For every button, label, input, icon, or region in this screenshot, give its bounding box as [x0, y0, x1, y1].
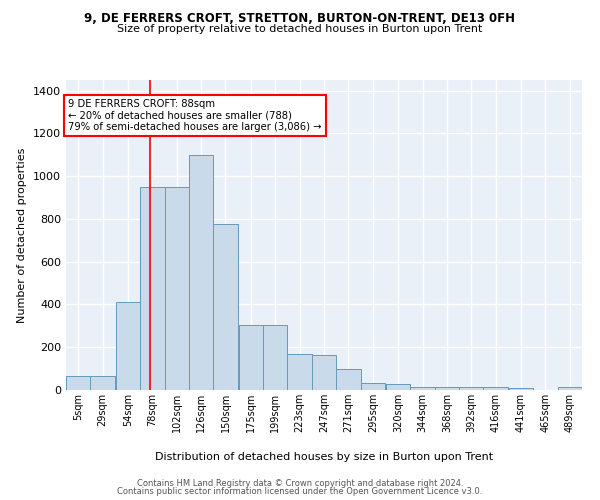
Bar — [361, 382, 385, 390]
Bar — [509, 388, 533, 390]
Text: Distribution of detached houses by size in Burton upon Trent: Distribution of detached houses by size … — [155, 452, 493, 462]
Text: Size of property relative to detached houses in Burton upon Trent: Size of property relative to detached ho… — [118, 24, 482, 34]
Text: 9 DE FERRERS CROFT: 88sqm
← 20% of detached houses are smaller (788)
79% of semi: 9 DE FERRERS CROFT: 88sqm ← 20% of detac… — [68, 99, 322, 132]
Bar — [336, 368, 361, 390]
Bar — [140, 187, 164, 390]
Bar — [459, 387, 484, 390]
Text: 9, DE FERRERS CROFT, STRETTON, BURTON-ON-TRENT, DE13 0FH: 9, DE FERRERS CROFT, STRETTON, BURTON-ON… — [85, 12, 515, 26]
Bar — [410, 387, 435, 390]
Y-axis label: Number of detached properties: Number of detached properties — [17, 148, 28, 322]
Bar — [213, 224, 238, 390]
Bar — [386, 384, 410, 390]
Bar — [66, 376, 91, 390]
Bar — [164, 187, 189, 390]
Text: Contains HM Land Registry data © Crown copyright and database right 2024.: Contains HM Land Registry data © Crown c… — [137, 478, 463, 488]
Bar — [435, 387, 459, 390]
Bar — [287, 354, 312, 390]
Bar — [91, 376, 115, 390]
Bar — [312, 354, 336, 390]
Text: Contains public sector information licensed under the Open Government Licence v3: Contains public sector information licen… — [118, 487, 482, 496]
Bar — [116, 302, 140, 390]
Bar — [239, 325, 263, 390]
Bar — [263, 325, 287, 390]
Bar — [189, 155, 213, 390]
Bar — [557, 387, 582, 390]
Bar — [484, 387, 508, 390]
